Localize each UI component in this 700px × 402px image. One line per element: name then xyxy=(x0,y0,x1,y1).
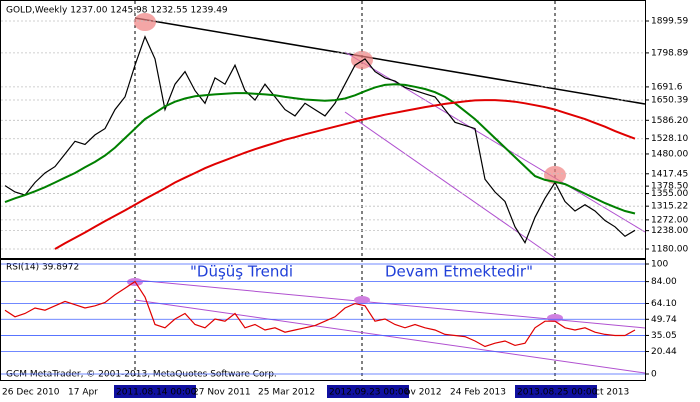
time-label: 2011.08.14 00:00 xyxy=(116,388,197,398)
time-label: ov 2012 xyxy=(405,388,442,398)
time-label: 2012.09.23 00:00 xyxy=(329,388,410,398)
time-label: 25 Mar 2012 xyxy=(258,388,315,398)
annotation: Devam Etmektedir" xyxy=(385,263,533,281)
peak-marker xyxy=(134,13,156,31)
y-tick-label: 1378.50 xyxy=(651,182,688,192)
rsi-channel xyxy=(134,299,646,374)
y-tick-label: 1586.20 xyxy=(651,116,688,126)
y-tick-label: 1798.89 xyxy=(651,48,688,58)
series-line xyxy=(54,99,636,250)
chart-title: GOLD,Weekly 1237.00 1245.98 1232.55 1239… xyxy=(6,6,228,16)
rsi-peak xyxy=(354,296,370,304)
time-highlight xyxy=(327,385,409,398)
time-label: ct 2013 xyxy=(595,388,629,398)
y-tick-label: 1417.45 xyxy=(651,169,688,179)
y-tick-label: 1180.00 xyxy=(651,245,688,255)
trend-line xyxy=(134,17,646,105)
time-label: 26 Dec 2010 xyxy=(2,388,60,398)
time-label: 27 Nov 2011 xyxy=(193,388,251,398)
y-tick-label: 84.00 xyxy=(651,277,677,287)
time-highlight xyxy=(114,385,196,398)
y-tick-label: 64.10 xyxy=(651,299,677,309)
y-tick-label: 1238.00 xyxy=(651,226,688,236)
y-tick-label: 49.74 xyxy=(651,315,677,325)
rsi-peak xyxy=(547,314,563,322)
time-label: 2013.08.25 00:00 xyxy=(517,388,598,398)
price-frame xyxy=(0,0,646,259)
y-tick-label: 0 xyxy=(651,370,657,380)
y-tick-label: 1528.10 xyxy=(651,134,688,144)
time-label: 17 Apr xyxy=(68,388,98,398)
rsi-frame xyxy=(0,259,646,381)
channel-line xyxy=(344,51,646,233)
y-tick-label: 1355.00 xyxy=(651,189,688,199)
y-tick-label: 1272.00 xyxy=(651,215,688,225)
y-tick-label: 1315.22 xyxy=(651,202,688,212)
y-tick-label: 1691.6 xyxy=(651,82,683,92)
time-label: 24 Feb 2013 xyxy=(450,388,506,398)
series-line xyxy=(4,83,636,215)
rsi-title: RSI(14) 39.8972 xyxy=(6,263,79,273)
time-highlight xyxy=(515,385,597,398)
y-tick-label: 1480.00 xyxy=(651,149,688,159)
annotation: "Düşüş Trendi xyxy=(190,263,293,281)
series-line xyxy=(4,35,636,245)
series-line xyxy=(4,280,636,348)
y-tick-label: 20.44 xyxy=(651,347,677,357)
peak-marker xyxy=(544,166,566,184)
y-tick-label: 1899.59 xyxy=(651,17,688,27)
y-tick-label: 1650.39 xyxy=(651,95,688,105)
y-tick-label: 35.05 xyxy=(651,331,677,341)
y-tick-label: 100 xyxy=(651,260,668,270)
footer: GCM MetaTrader, © 2001-2013, MetaQuotes … xyxy=(6,370,277,380)
